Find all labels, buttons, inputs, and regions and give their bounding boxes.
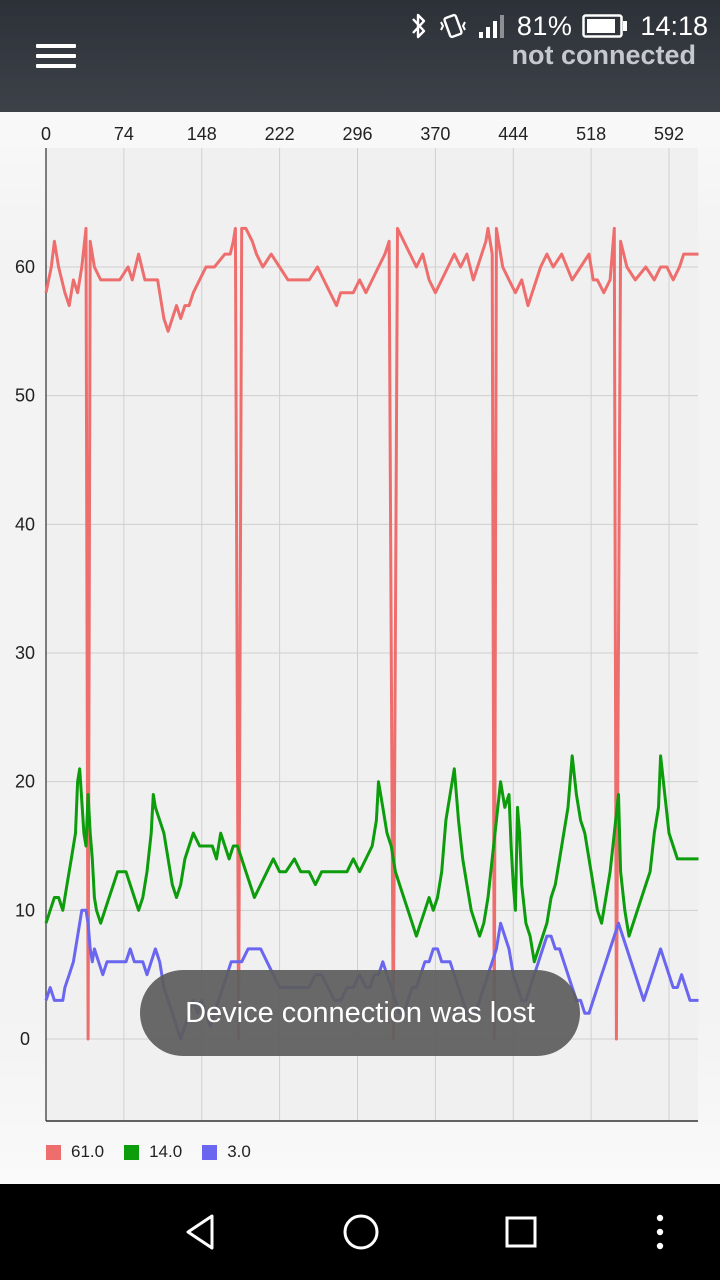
x-tick-label: 74 xyxy=(114,124,134,144)
recents-icon xyxy=(505,1216,537,1248)
y-tick-label: 10 xyxy=(15,900,35,920)
x-tick-label: 444 xyxy=(498,124,528,144)
legend-swatch-blue xyxy=(202,1144,218,1160)
x-tick-label: 296 xyxy=(342,124,372,144)
y-tick-label: 20 xyxy=(15,772,35,792)
navigation-bar xyxy=(0,1184,720,1280)
bluetooth-icon xyxy=(411,13,426,39)
app-bar: 81% 14:18 not connected xyxy=(0,0,720,112)
connection-status: not connected xyxy=(511,40,696,70)
x-tick-label: 518 xyxy=(576,124,606,144)
home-button[interactable] xyxy=(321,1198,401,1266)
series-line-green xyxy=(44,754,699,964)
y-tick-label: 30 xyxy=(15,643,35,663)
back-button[interactable] xyxy=(162,1198,242,1266)
signal-icon xyxy=(478,15,504,38)
more-options-button[interactable] xyxy=(620,1198,700,1266)
line-chart[interactable]: 0 74 148 222 296 370 444 518 592 0 10 20 30 40 50 60 xyxy=(0,112,720,1184)
home-icon xyxy=(343,1214,379,1250)
legend-swatch-green xyxy=(124,1144,140,1160)
toast-message: Device connection was lost xyxy=(140,970,580,1056)
y-tick-label: 50 xyxy=(15,386,35,406)
y-tick-label: 40 xyxy=(15,514,35,534)
status-bar: 81% 14:18 xyxy=(409,8,708,44)
menu-icon-line xyxy=(36,44,76,48)
x-tick-label: 0 xyxy=(41,124,51,144)
back-icon xyxy=(186,1214,214,1250)
hamburger-menu-button[interactable] xyxy=(30,36,82,76)
x-tick-label: 370 xyxy=(420,124,450,144)
legend-label-blue: 3.0 xyxy=(227,1142,251,1161)
menu-icon-line xyxy=(36,54,76,58)
recents-button[interactable] xyxy=(481,1198,561,1266)
legend-label-red: 61.0 xyxy=(71,1142,105,1161)
x-tick-label: 592 xyxy=(654,124,684,144)
legend-swatch-red xyxy=(46,1144,61,1160)
chart-legend: 61.0 14.0 3.0 xyxy=(46,1142,251,1162)
menu-icon-line xyxy=(36,64,76,68)
y-tick-label: 0 xyxy=(20,1029,30,1049)
series-line-red xyxy=(44,226,699,1041)
vibrate-icon xyxy=(439,13,466,39)
x-tick-label: 148 xyxy=(187,124,217,144)
plot-background xyxy=(46,148,698,1121)
legend-label-green: 14.0 xyxy=(149,1142,183,1161)
clock: 14:18 xyxy=(640,10,708,41)
legend-item-red: 61.0 xyxy=(46,1142,104,1162)
x-tick-label: 222 xyxy=(265,124,295,144)
y-tick-label: 60 xyxy=(15,257,35,277)
legend-item-blue: 3.0 xyxy=(202,1142,251,1162)
battery-icon xyxy=(582,14,628,38)
legend-item-green: 14.0 xyxy=(124,1142,182,1162)
battery-percent: 81% xyxy=(516,10,573,41)
more-options-icon xyxy=(656,1214,664,1250)
